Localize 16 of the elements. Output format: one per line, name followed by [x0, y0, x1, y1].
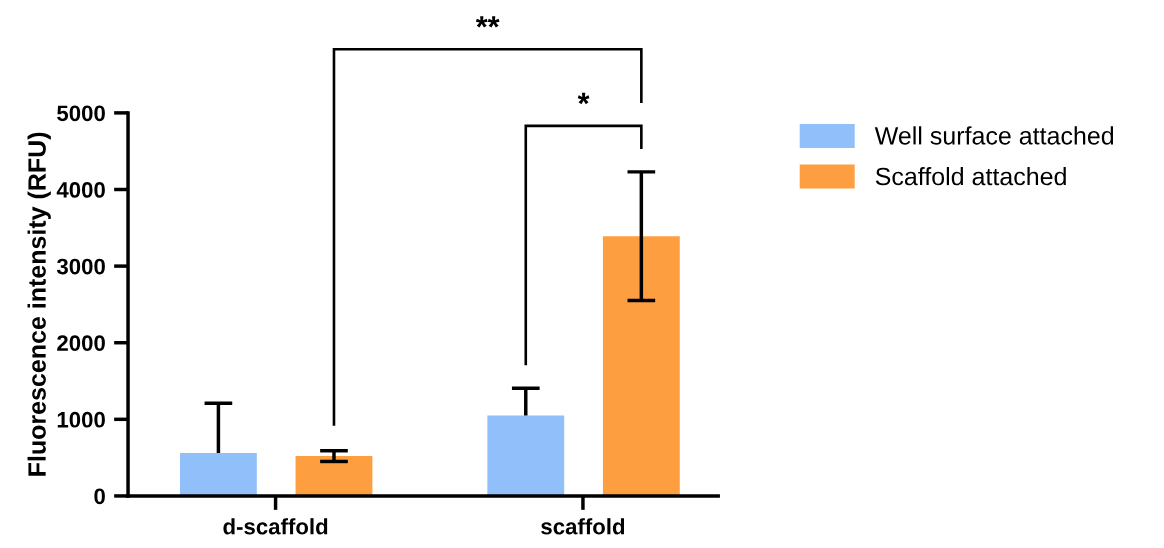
legend-label: Well surface attached	[874, 126, 1114, 145]
y-axis-title: Fluorescence intensity (RFU)	[27, 132, 51, 476]
y-tick-label: 0	[94, 488, 105, 505]
y-tick-label: 3000	[56, 258, 105, 275]
bar	[179, 453, 257, 496]
text: **	[475, 16, 500, 28]
bar	[295, 456, 373, 496]
y-tick-label: 2000	[57, 335, 105, 351]
x-tick-label: d-scaffold	[223, 518, 328, 535]
y-tick-label: 1000	[57, 411, 105, 428]
y-tick-label: 4000	[56, 182, 105, 198]
bar	[487, 415, 565, 496]
text: *	[577, 92, 590, 105]
x-tick-label: scaffold	[541, 518, 625, 535]
y-tick-label: 5000	[57, 105, 105, 122]
legend-label: Scaffold attached	[875, 166, 1066, 186]
